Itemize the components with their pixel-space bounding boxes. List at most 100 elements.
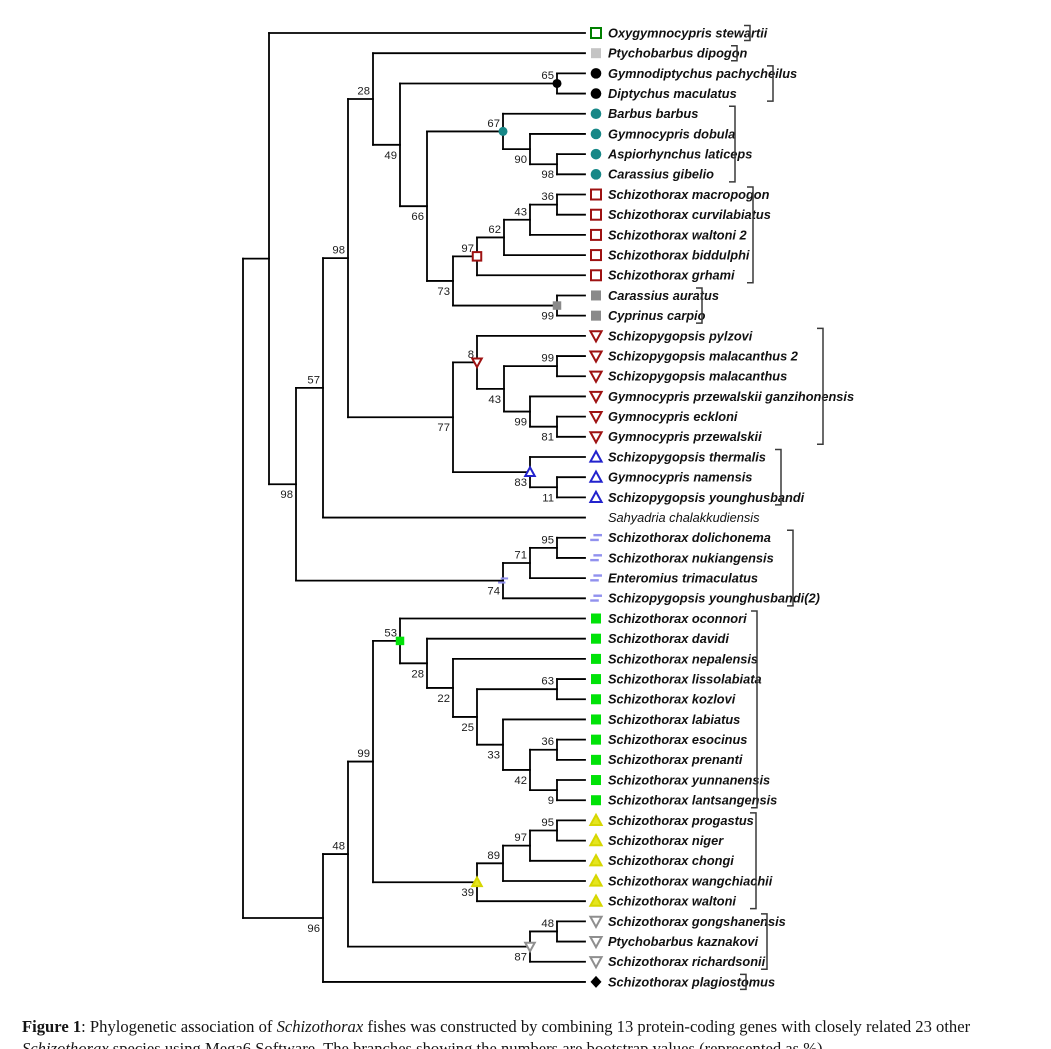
bootstrap-value: 43 bbox=[488, 394, 501, 406]
taxon-label: Schizopygopsis thermalis bbox=[608, 449, 766, 464]
teal-circle-node-icon bbox=[498, 126, 508, 136]
bootstrap-value: 11 bbox=[542, 492, 554, 504]
taxon-label: Schizothorax niger bbox=[608, 833, 724, 848]
taxon-label: Schizothorax grhami bbox=[608, 268, 735, 283]
figure-caption: Figure 1: Phylogenetic association of Sc… bbox=[22, 1016, 1038, 1049]
teal-circle-icon bbox=[590, 148, 602, 160]
lime-square-icon bbox=[591, 754, 601, 765]
darkred-open-tri-down-icon bbox=[588, 370, 604, 384]
darkred-open-square-icon bbox=[590, 208, 602, 221]
taxon-label: Schizothorax richardsonii bbox=[608, 954, 766, 969]
taxon-label: Schizothorax wangchiachii bbox=[608, 873, 773, 888]
darkred-open-tri-down-icon bbox=[588, 330, 604, 344]
caption-segment: Schizothorax bbox=[22, 1038, 109, 1049]
clade-bracket bbox=[787, 529, 794, 607]
taxon-label: Gymnocypris dobula bbox=[608, 126, 735, 141]
yellow-tri-up-icon bbox=[588, 832, 604, 847]
darkred-open-square-icon bbox=[590, 188, 602, 201]
yellow-tri-up-icon bbox=[588, 893, 604, 907]
taxon-label: Schizothorax waltoni 2 bbox=[608, 227, 747, 242]
bootstrap-value: 99 bbox=[357, 748, 370, 760]
clade-bracket bbox=[817, 327, 824, 446]
taxon-label: Schizothorax nepalensis bbox=[608, 651, 758, 666]
bootstrap-value: 73 bbox=[437, 286, 450, 298]
taxon-label: Schizothorax biddulphi bbox=[608, 247, 750, 262]
clade-bracket bbox=[696, 287, 703, 324]
taxon-label: Schizopygopsis younghusbandi(2) bbox=[608, 591, 820, 606]
bootstrap-value: 81 bbox=[541, 432, 554, 444]
bootstrap-value: 22 bbox=[437, 693, 450, 705]
taxon-label: Schizothorax labiatus bbox=[608, 712, 740, 727]
taxon-label: Schizothorax curvilabiatus bbox=[608, 207, 771, 222]
yellow-tri-up-icon bbox=[588, 873, 604, 887]
taxon-label: Schizothorax plagiostomus bbox=[608, 974, 775, 989]
taxon-label: Aspiorhynchus laticeps bbox=[607, 147, 752, 162]
bootstrap-value: 9 bbox=[548, 795, 554, 807]
yellow-tri-up-node-icon bbox=[470, 875, 484, 888]
periwinkle-dashes-icon bbox=[590, 554, 602, 562]
clade-bracket bbox=[775, 448, 782, 506]
taxon-label: Gymnocypris namensis bbox=[608, 470, 752, 485]
taxon-label: Schizothorax davidi bbox=[608, 631, 729, 646]
taxon-label: Schizothorax lissolabiata bbox=[608, 671, 762, 686]
lime-square-icon bbox=[591, 633, 601, 644]
bootstrap-value: 53 bbox=[384, 627, 397, 639]
taxon-label: Schizopygopsis pylzovi bbox=[608, 328, 753, 343]
bootstrap-value: 99 bbox=[541, 311, 554, 323]
silver-square-icon bbox=[591, 48, 601, 59]
teal-circle-icon bbox=[590, 108, 602, 120]
bootstrap-value: 36 bbox=[541, 191, 554, 203]
bootstrap-value: 95 bbox=[541, 817, 554, 829]
bootstrap-value: 8 bbox=[468, 349, 474, 361]
taxon-label: Schizopygopsis malacanthus 2 bbox=[608, 348, 798, 363]
periwinkle-dashes-icon bbox=[590, 594, 602, 602]
black-circle-node-icon bbox=[552, 78, 562, 88]
bootstrap-value: 39 bbox=[461, 887, 474, 899]
taxon-label: Schizothorax chongi bbox=[608, 853, 734, 868]
taxon-label: Schizothorax oconnori bbox=[608, 611, 747, 626]
lime-square-icon bbox=[591, 694, 601, 705]
bootstrap-value: 90 bbox=[514, 154, 527, 166]
bootstrap-value: 99 bbox=[514, 417, 527, 429]
clade-bracket bbox=[751, 610, 758, 809]
darkred-open-square-node-icon bbox=[471, 251, 483, 262]
taxon-label: Ptychobarbus kaznakovi bbox=[608, 934, 759, 949]
black-diamond-icon bbox=[590, 975, 602, 988]
bootstrap-value: 42 bbox=[514, 775, 527, 787]
bootstrap-value: 28 bbox=[357, 86, 370, 98]
bootstrap-value: 74 bbox=[487, 586, 500, 598]
green-open-square-icon bbox=[590, 27, 602, 39]
taxon-label: Schizothorax dolichonema bbox=[608, 530, 771, 545]
taxon-label: Gymnocypris przewalskii bbox=[608, 429, 762, 444]
gray-open-tri-down-icon bbox=[588, 956, 604, 970]
yellow-tri-up-icon bbox=[588, 812, 604, 827]
bootstrap-value: 66 bbox=[411, 211, 424, 223]
bootstrap-value: 62 bbox=[488, 224, 501, 236]
black-circle-icon bbox=[590, 88, 602, 99]
caption-segment: Figure 1 bbox=[22, 1016, 82, 1036]
taxon-label: Ptychobarbus dipogon bbox=[608, 46, 748, 61]
bootstrap-value: 87 bbox=[514, 952, 527, 964]
taxon-label: Sahyadria chalakkudiensis bbox=[608, 510, 760, 525]
teal-circle-icon bbox=[590, 169, 602, 180]
taxon-label: Schizothorax yunnanensis bbox=[608, 772, 770, 787]
bootstrap-value: 71 bbox=[514, 549, 527, 561]
lime-square-icon bbox=[591, 714, 601, 725]
lime-square-icon bbox=[591, 653, 601, 664]
clade-bracket bbox=[731, 44, 738, 62]
black-circle-icon bbox=[590, 68, 602, 79]
bootstrap-value: 98 bbox=[541, 169, 554, 181]
taxon-label: Schizothorax esocinus bbox=[608, 732, 747, 747]
blue-open-tri-up-icon bbox=[588, 469, 604, 483]
lime-square-icon bbox=[591, 613, 601, 624]
taxon-label: Gymnodiptychus pachycheilus bbox=[608, 66, 797, 81]
gray-square-icon bbox=[591, 290, 601, 301]
caption-segment: fishes was constructed by combining 13 p… bbox=[363, 1016, 971, 1036]
bootstrap-value: 57 bbox=[307, 374, 320, 386]
darkred-open-tri-down-node-icon bbox=[470, 357, 484, 370]
bootstrap-value: 25 bbox=[461, 722, 474, 734]
bootstrap-value: 99 bbox=[541, 353, 554, 365]
clade-bracket bbox=[750, 812, 757, 910]
yellow-tri-up-icon bbox=[588, 853, 604, 867]
bootstrap-value: 63 bbox=[541, 676, 554, 688]
